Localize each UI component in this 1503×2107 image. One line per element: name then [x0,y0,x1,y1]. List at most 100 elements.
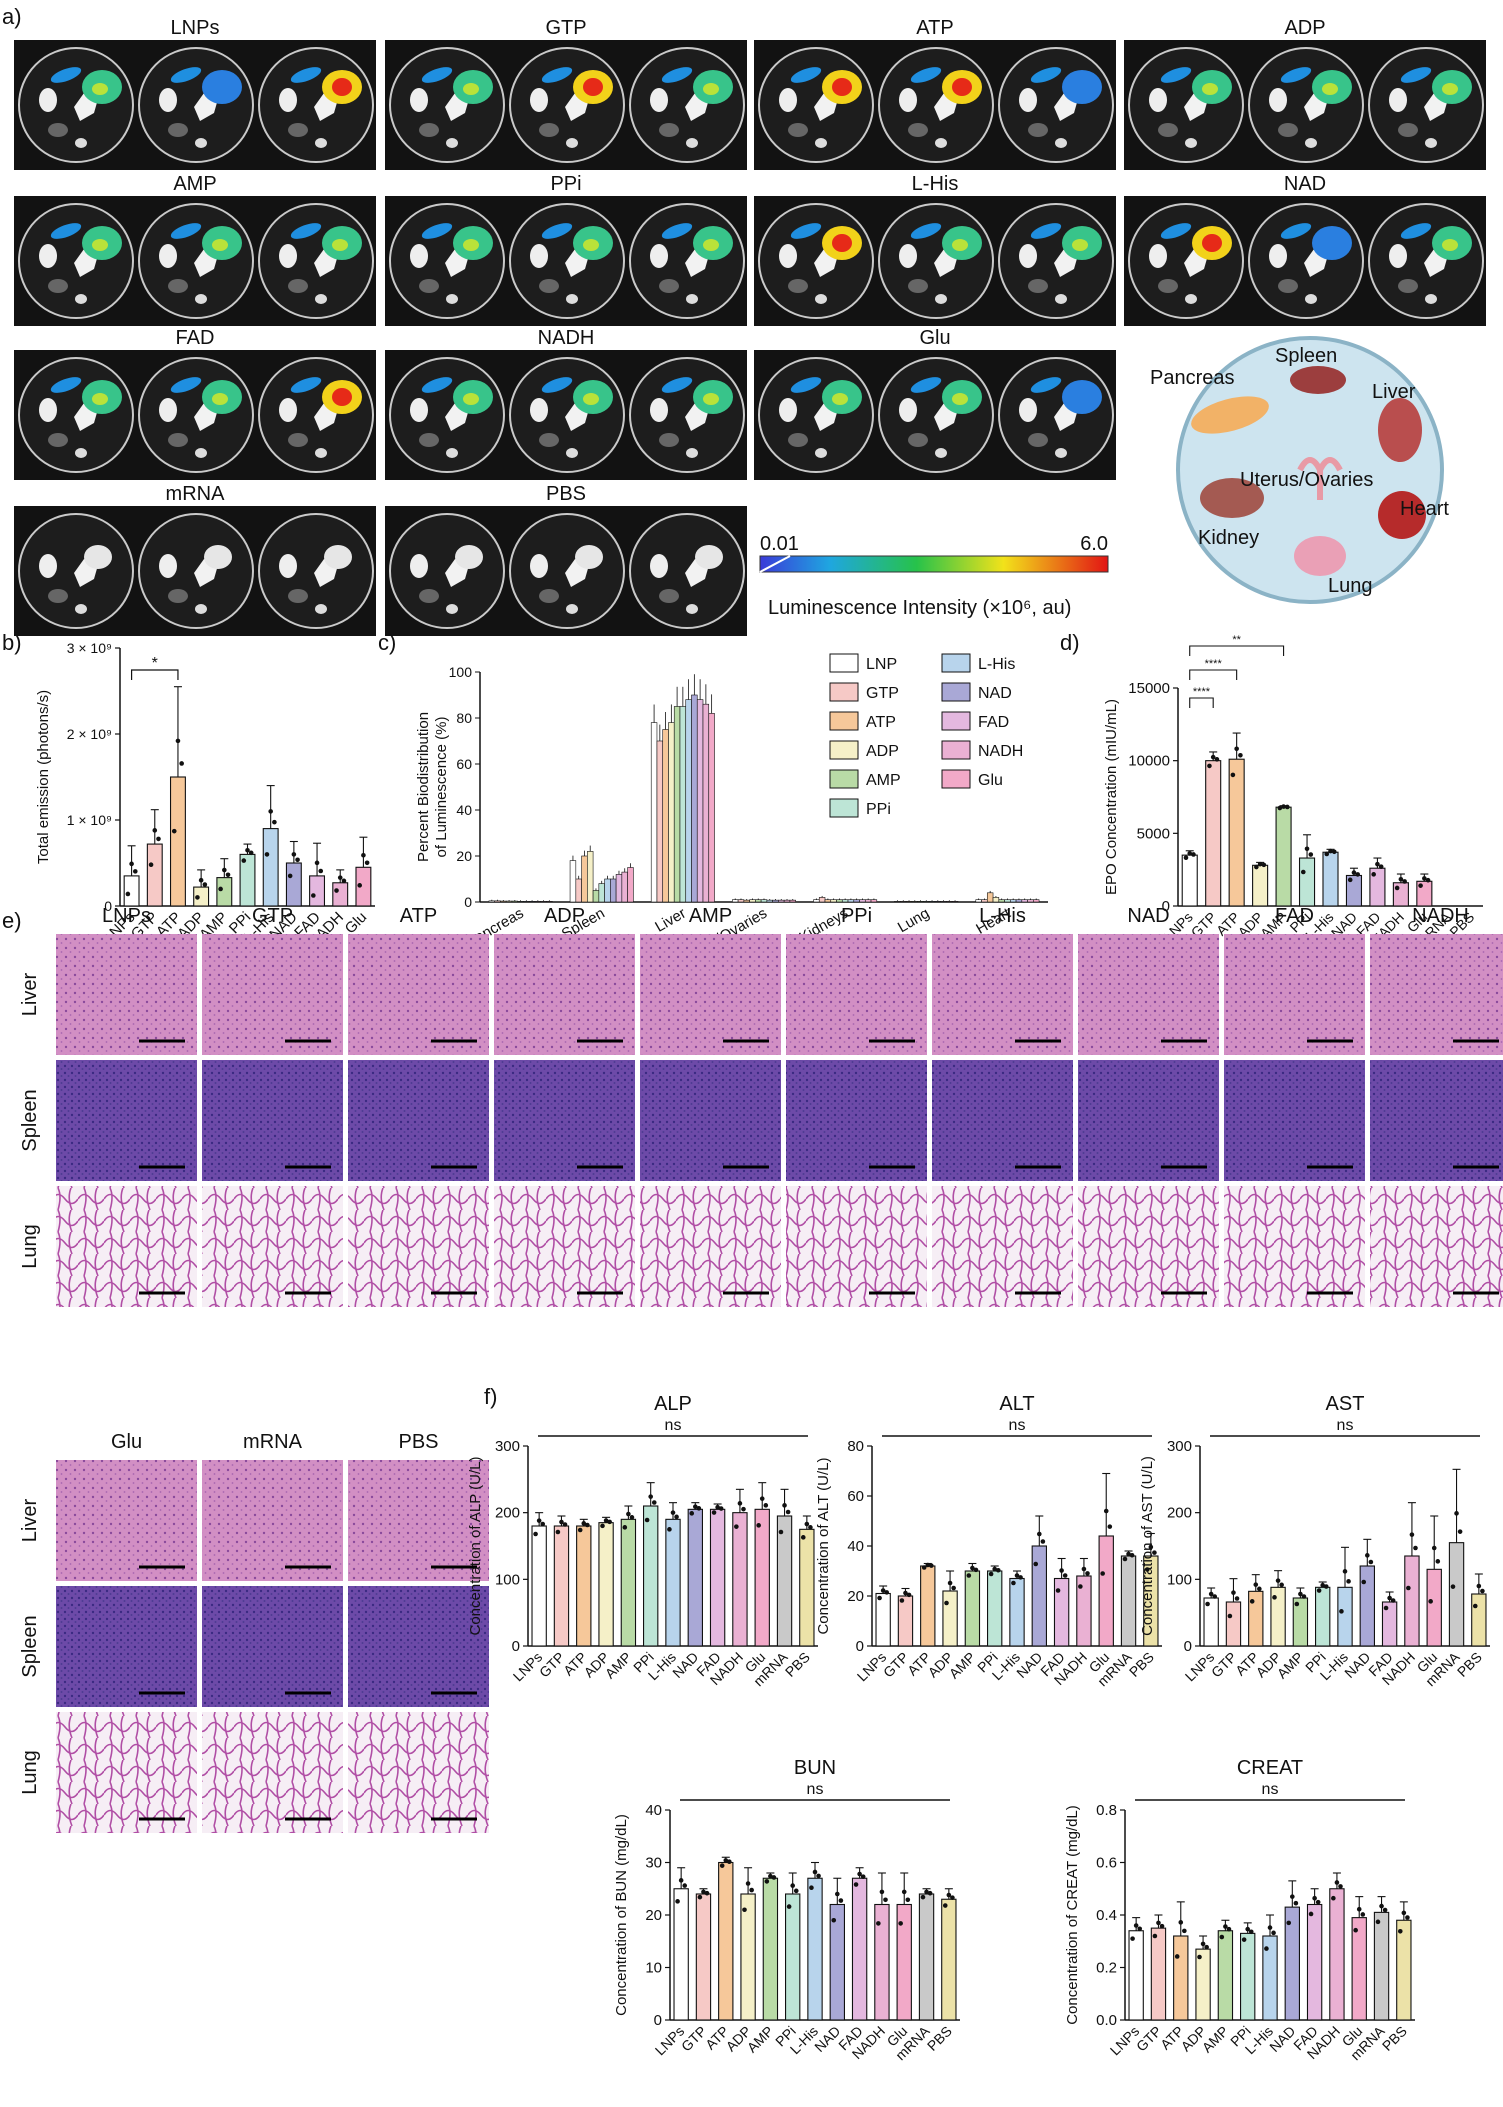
liver-signal-mid [703,239,719,251]
histology-col-GTP: GTP [252,905,293,927]
spleen-signal [910,67,942,83]
data-point [268,809,273,814]
data-point [559,1519,564,1525]
organ-signal [1389,244,1407,268]
y-tick-label: 200 [1167,1505,1192,1522]
organ-signal [48,589,68,603]
data-point [734,1524,739,1529]
data-point [1253,1582,1259,1587]
data-point [1480,1588,1485,1594]
histology-col-ATP: ATP [400,905,437,927]
data-point [1187,851,1193,856]
histology-Spleen-LNPs [56,1060,197,1181]
bar-LNP-Lung [894,901,901,903]
bar-ATP [1173,1935,1189,2021]
organ-signal [695,545,723,569]
chart-title: CREAT [1237,1757,1303,1779]
data-point [555,1529,561,1535]
organ-signal [288,433,308,447]
organ-signal [315,448,327,458]
bar-ATP [169,776,186,907]
data-point [1304,846,1310,852]
legend-swatch-FAD [941,711,971,731]
data-point [225,872,231,878]
liver-signal-mid [1442,239,1458,251]
legend-swatch-L-His [941,653,971,673]
bar-NAD-Liver [691,694,698,903]
data-point [1435,1559,1441,1564]
data-point [756,1523,761,1528]
bar-NADH [1329,1888,1345,2021]
liver-signal-mid [952,393,968,405]
bar-AMP [620,1518,637,1647]
spleen-signal [1400,223,1432,239]
data-point [1331,849,1337,855]
y-tick-label: 300 [1167,1438,1192,1455]
y-tick-label: 200 [495,1505,520,1522]
legend-label-GTP: GTP [866,685,899,702]
panel-d-chart: d) 0 5000 10000 15000 EPO Concentration (mIU/… [1060,630,1483,949]
data-point [361,852,366,858]
chart-title: BUN [794,1757,836,1779]
organ-signal [1398,279,1418,293]
y-axis-label: Total emission (photons/s) [35,690,52,864]
y-axis-label: of Luminescence (%) [433,717,450,858]
bar-FAD-Spleen [615,874,623,903]
organ-signal [659,433,679,447]
data-point [1210,754,1216,760]
data-point [245,847,250,853]
spleen-signal [1400,67,1432,83]
liver-signal-mid [1072,239,1088,251]
data-point [175,738,181,744]
y-tick-label: 0.2 [1096,1960,1117,1977]
bar-LNPs [531,1525,547,1647]
liver-signal-mid [703,393,719,405]
bar-PPi-Heart [1004,899,1011,903]
bar-FAD-Kidneys [859,899,866,903]
data-point [1103,1508,1109,1514]
organ-signal [1019,398,1037,422]
data-point [198,877,204,883]
bar-LNP-Liver [650,722,658,903]
organ-signal [446,138,458,148]
bar-GTP [695,1893,712,2021]
data-point [876,1921,881,1926]
bar-ATP-Lung [905,901,913,903]
data-point [1231,1590,1236,1595]
histology-Lung-LNPs [56,1186,197,1307]
y-tick-label: 20 [847,1588,864,1605]
organ-signal [1028,433,1048,447]
data-point [771,1875,777,1880]
significance-label: **** [1205,658,1223,670]
bar-ATP [718,1861,734,2021]
liver-signal-mid [952,239,968,251]
data-point [1277,805,1283,811]
data-point [171,828,177,834]
organ-signal [539,279,559,293]
organ-signal [75,294,87,304]
bar-AMP-Heart [998,899,1005,903]
chart-title: ALP [654,1393,692,1415]
data-point [1401,1910,1407,1916]
data-point [577,1527,583,1533]
y-tick-label: 0 [856,1638,864,1655]
y-tick-label: 40 [456,802,472,818]
data-point [682,1883,688,1888]
organ-signal [650,88,668,112]
spleen-signal [541,67,573,83]
spleen-signal [50,377,82,393]
data-point [152,828,158,833]
data-point [951,1585,956,1591]
histology-col-L-His: L-His [979,905,1026,927]
data-point [1324,851,1330,857]
y-tick-label: 300 [495,1438,520,1455]
y-tick-label: 3 × 10⁹ [67,640,112,656]
data-point [944,1600,949,1606]
y-tick-label: 0.8 [1096,1802,1117,1819]
data-point [973,1567,979,1573]
panel-label-d: d) [1060,630,1080,655]
data-point [816,1873,821,1879]
legend-label-FAD: FAD [978,714,1009,731]
organ-signal [288,123,308,137]
